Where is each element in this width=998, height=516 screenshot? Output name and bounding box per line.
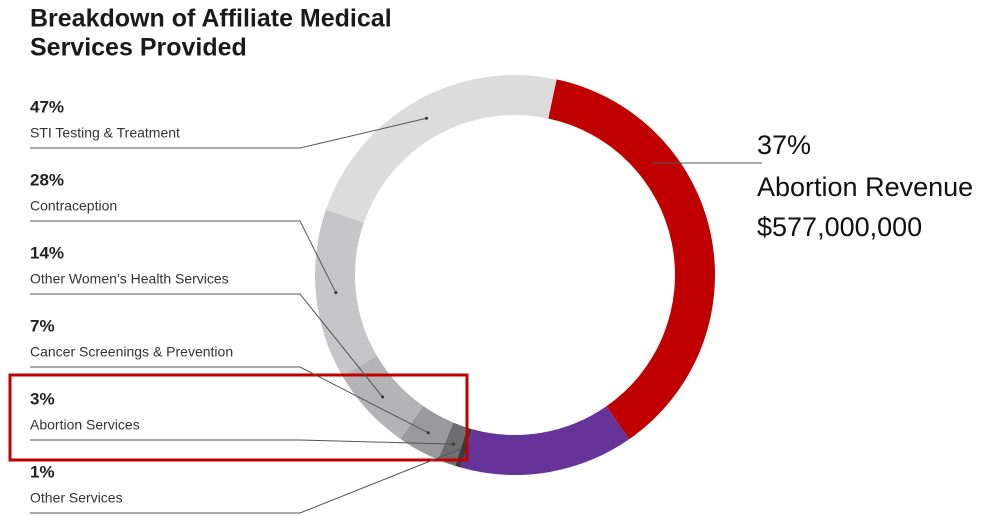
service-label: Abortion Services: [30, 417, 140, 433]
service-label: Other Services: [30, 490, 123, 506]
leader-line: [30, 366, 429, 434]
leader-dot: [462, 446, 466, 450]
leader-line: [30, 439, 454, 445]
service-value: 47%: [30, 97, 64, 116]
service-value: 7%: [30, 316, 55, 335]
service-label: Cancer Screenings & Prevention: [30, 344, 233, 360]
highlight-label: Abortion Revenue: [757, 172, 973, 202]
chart-title: Services Provided: [30, 34, 247, 62]
service-value: 14%: [30, 243, 64, 262]
leader-dot: [424, 116, 428, 120]
service-segment: [326, 75, 557, 223]
other-segment: [461, 406, 630, 475]
leader-line: [30, 447, 465, 514]
service-value: 28%: [30, 170, 64, 189]
service-label: Other Women’s Health Services: [30, 271, 229, 287]
service-value: 3%: [30, 389, 55, 408]
leader-dot: [334, 291, 338, 295]
leader-line: [30, 220, 337, 293]
leader-line: [30, 293, 383, 398]
chart-title: Breakdown of Affiliate Medical: [30, 5, 392, 33]
leader-dot: [381, 395, 385, 399]
service-segment: [315, 209, 377, 376]
highlight-segment: [548, 79, 715, 440]
leader-line: [30, 117, 427, 149]
highlight-value: 37%: [757, 130, 811, 160]
leader-dot: [451, 442, 455, 446]
leader-dot: [426, 431, 430, 435]
highlight-amount: $577,000,000: [757, 212, 922, 242]
highlight-box: [8, 373, 469, 462]
service-label: STI Testing & Treatment: [30, 125, 180, 141]
service-value: 1%: [30, 462, 55, 481]
service-label: Contraception: [30, 198, 117, 214]
